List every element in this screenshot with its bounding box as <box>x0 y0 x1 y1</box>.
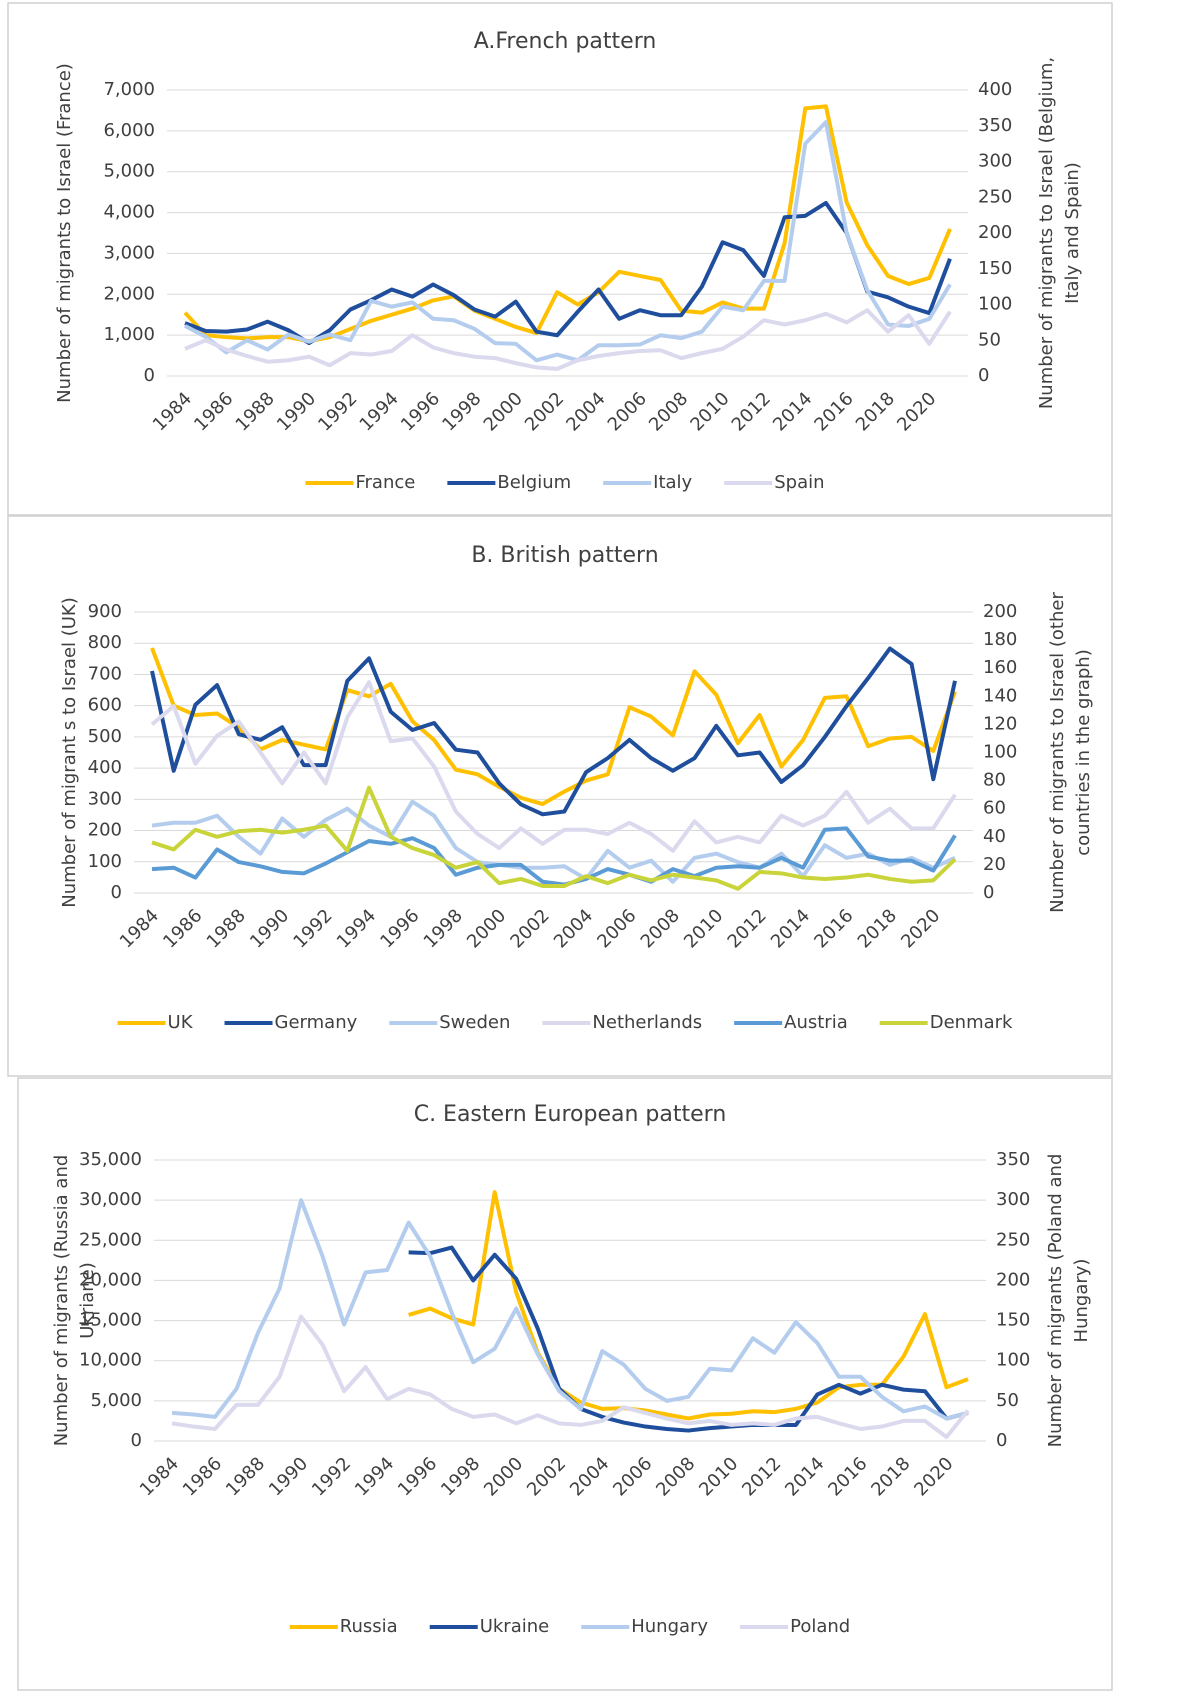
y2-tick-label: 100 <box>983 742 1017 763</box>
y2-tick-label: 100 <box>996 1350 1030 1371</box>
y2-tick-label: 0 <box>978 365 989 386</box>
data-line <box>184 308 952 371</box>
y-tick-label: 0 <box>111 882 122 903</box>
data-line <box>151 826 957 887</box>
y-tick-label: 4,000 <box>103 202 155 223</box>
y-tick-label: 35,000 <box>79 1149 142 1170</box>
data-line <box>150 647 957 807</box>
y2-tick-label: 300 <box>996 1189 1030 1210</box>
y2-tick-label: 140 <box>983 685 1017 706</box>
legend-label: Sweden <box>439 1012 510 1033</box>
data-line <box>150 646 957 817</box>
axis-title: Number of migrants (Poland and <box>1045 1154 1066 1448</box>
y-tick-label: 3,000 <box>103 242 155 263</box>
y-tick-label: 100 <box>88 851 122 872</box>
y2-tick-label: 60 <box>983 798 1006 819</box>
panel-frame <box>7 2 1113 516</box>
y-tick-label: 300 <box>88 788 122 809</box>
data-line <box>171 1314 970 1439</box>
y-tick-label: 1,000 <box>103 324 155 345</box>
legend-label: Ukraine <box>480 1616 550 1637</box>
legend-label: Austria <box>784 1012 848 1033</box>
data-line <box>408 1190 969 1421</box>
y-tick-label: 5,000 <box>90 1390 142 1411</box>
y2-tick-label: 250 <box>978 186 1012 207</box>
data-line <box>171 1198 969 1421</box>
y2-tick-label: 350 <box>978 115 1012 136</box>
axis-title: Number of migrants (Russia and <box>51 1155 72 1447</box>
y-tick-label: 800 <box>88 632 122 653</box>
data-line <box>151 785 957 891</box>
y2-tick-label: 0 <box>996 1430 1007 1451</box>
y2-tick-label: 100 <box>978 294 1012 315</box>
data-line <box>150 680 957 853</box>
y2-tick-label: 150 <box>996 1310 1030 1331</box>
y2-tick-label: 350 <box>996 1149 1030 1170</box>
y2-tick-label: 180 <box>983 629 1017 650</box>
y2-tick-label: 200 <box>983 601 1017 622</box>
axis-title: Number of migrant s to Israel (UK) <box>59 597 80 908</box>
y-tick-label: 0 <box>144 365 155 386</box>
legend-label: Poland <box>790 1616 850 1637</box>
legend-label: Hungary <box>631 1616 708 1637</box>
y2-tick-label: 50 <box>996 1390 1019 1411</box>
legend: UK Germany Sweden Netherlands Austria Denmark <box>117 1012 1013 1033</box>
legend: Russia Ukraine Hungary Poland <box>289 1616 850 1637</box>
axis-title: countries in the graph) <box>1073 649 1094 855</box>
y-tick-label: 5,000 <box>103 161 155 182</box>
data-line <box>184 120 952 363</box>
chart-title: B. British pattern <box>471 543 658 568</box>
axis-title: Number of migrants to Israel (France) <box>54 63 75 403</box>
legend-label: France <box>355 472 415 493</box>
axis-title: Italy and Spain) <box>1062 162 1083 304</box>
legend-label: Denmark <box>930 1012 1013 1033</box>
y-tick-label: 500 <box>88 726 122 747</box>
y-tick-label: 7,000 <box>103 79 155 100</box>
legend: France Belgium Italy Spain <box>305 472 825 493</box>
y2-tick-label: 400 <box>978 79 1012 100</box>
panel-frame <box>17 1077 1113 1691</box>
y-tick-label: 25,000 <box>79 1229 142 1250</box>
legend-label: Russia <box>340 1616 398 1637</box>
y-tick-label: 400 <box>88 757 122 778</box>
y2-tick-label: 200 <box>996 1269 1030 1290</box>
y-tick-label: 0 <box>131 1430 142 1451</box>
y2-tick-label: 20 <box>983 854 1006 875</box>
y2-tick-label: 50 <box>978 329 1001 350</box>
y-tick-label: 10,000 <box>79 1350 142 1371</box>
legend-label: Netherlands <box>592 1012 702 1033</box>
chart-title: A.French pattern <box>474 29 657 54</box>
chart-title: C. Eastern European pattern <box>414 1102 727 1127</box>
y2-tick-label: 300 <box>978 151 1012 172</box>
y2-tick-label: 120 <box>983 713 1017 734</box>
y-tick-label: 900 <box>88 601 122 622</box>
axis-title: Hungary) <box>1071 1259 1092 1343</box>
y2-tick-label: 80 <box>983 770 1006 791</box>
data-line <box>151 799 956 884</box>
legend-label: Germany <box>275 1012 358 1033</box>
y2-tick-label: 40 <box>983 826 1006 847</box>
y2-tick-label: 0 <box>983 882 994 903</box>
y-tick-label: 700 <box>88 663 122 684</box>
y-tick-label: 20,000 <box>79 1269 142 1290</box>
legend-label: Spain <box>774 472 824 493</box>
axis-title: Number of migrants to Israel (other <box>1047 592 1068 913</box>
y2-tick-label: 200 <box>978 222 1012 243</box>
y-tick-label: 200 <box>88 820 122 841</box>
axis-title: Ukriane) <box>77 1262 98 1339</box>
y-tick-label: 15,000 <box>79 1310 142 1331</box>
y-tick-label: 30,000 <box>79 1189 142 1210</box>
y-tick-label: 2,000 <box>103 283 155 304</box>
y2-tick-label: 250 <box>996 1229 1030 1250</box>
legend-label: UK <box>168 1012 194 1033</box>
legend-label: Italy <box>653 472 692 493</box>
legend-label: Belgium <box>497 472 571 493</box>
y-tick-label: 600 <box>88 695 122 716</box>
y2-tick-label: 160 <box>983 657 1017 678</box>
axis-title: Number of migrants to Israel (Belgium, <box>1036 57 1057 409</box>
y-tick-label: 6,000 <box>103 120 155 141</box>
y2-tick-label: 150 <box>978 258 1012 279</box>
